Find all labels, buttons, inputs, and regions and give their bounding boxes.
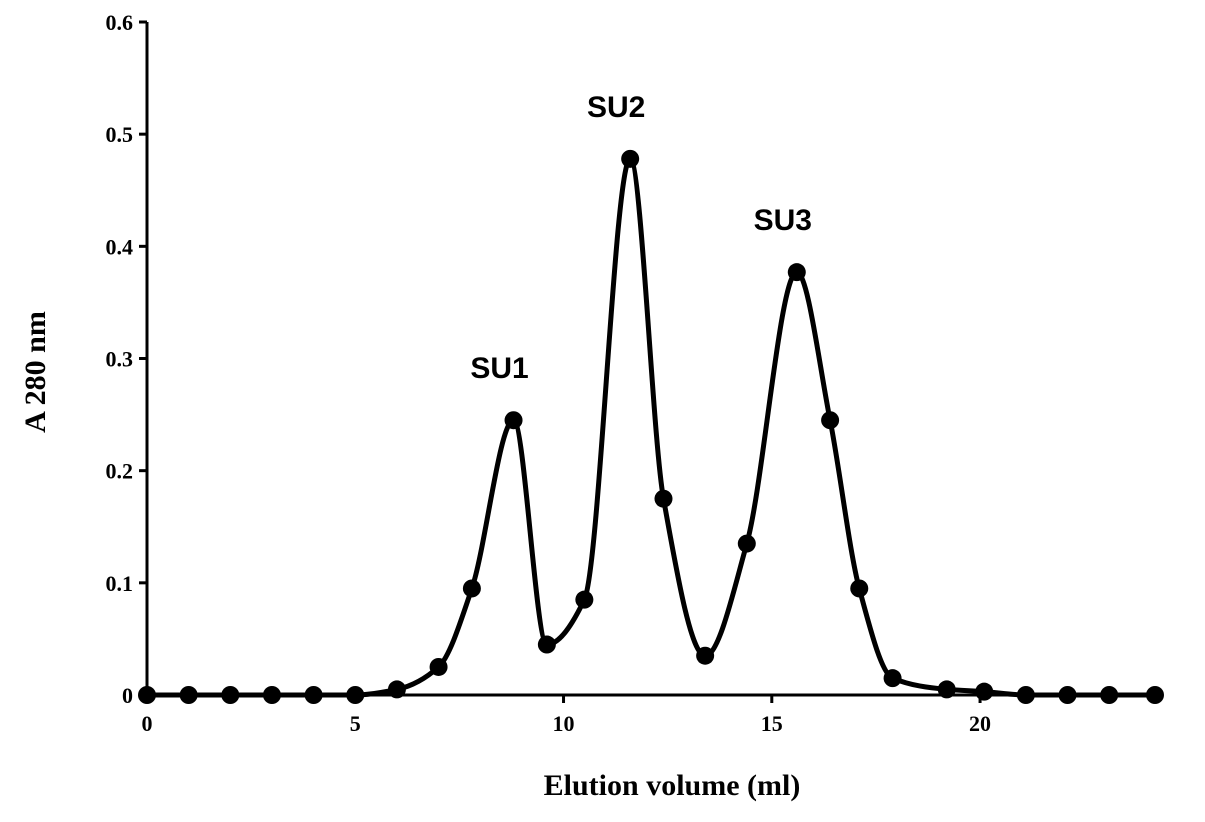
peak-label: SU3 (754, 204, 812, 237)
y-tick-label: 0.3 (106, 347, 134, 372)
peak-labels: SU1 SU2 SU3 (470, 91, 812, 385)
data-point (654, 489, 673, 508)
y-tick-label: 0.5 (106, 122, 134, 147)
data-point (1100, 686, 1119, 704)
data-point (462, 579, 481, 598)
y-tick-label: 0.4 (106, 234, 134, 259)
x-axis-title: Elution volume (ml) (544, 769, 801, 802)
data-point (937, 680, 956, 699)
peak-label: SU2 (587, 91, 645, 124)
x-tick-label: 0 (142, 711, 153, 736)
data-point (138, 686, 156, 704)
data-point (1058, 686, 1077, 704)
x-tick-label: 20 (969, 711, 991, 736)
x-tick-label: 15 (761, 711, 783, 736)
data-point (387, 680, 406, 699)
y-tick-label: 0.2 (106, 459, 134, 484)
data-point (179, 686, 198, 704)
data-point (975, 682, 994, 701)
y-tick-label: 0 (122, 683, 133, 708)
data-point (850, 579, 869, 598)
data-point (575, 590, 594, 609)
elution-curve (144, 156, 1158, 698)
data-point (346, 686, 365, 704)
data-point (621, 149, 640, 168)
data-point (221, 686, 240, 704)
data-point (429, 657, 448, 676)
y-axis-title: A 280 nm (19, 311, 52, 433)
data-point (1016, 686, 1035, 704)
peak-label: SU1 (470, 352, 528, 385)
tick-labels: 0 0.1 0.2 0.3 0.4 0.5 0.6 0 5 10 15 20 (106, 10, 992, 736)
data-point (737, 534, 756, 553)
y-tick-label: 0.1 (106, 571, 134, 596)
axes (139, 20, 1155, 703)
data-point (1146, 686, 1164, 704)
data-point (696, 646, 715, 665)
data-point (537, 635, 556, 654)
data-point (304, 686, 323, 704)
x-tick-label: 5 (350, 711, 361, 736)
data-point (504, 411, 523, 430)
x-tick-label: 10 (553, 711, 575, 736)
data-point (787, 263, 806, 282)
data-point (883, 669, 902, 688)
y-tick-label: 0.6 (106, 10, 134, 35)
data-points (138, 149, 1164, 704)
data-point (821, 411, 840, 430)
data-point (262, 686, 281, 704)
